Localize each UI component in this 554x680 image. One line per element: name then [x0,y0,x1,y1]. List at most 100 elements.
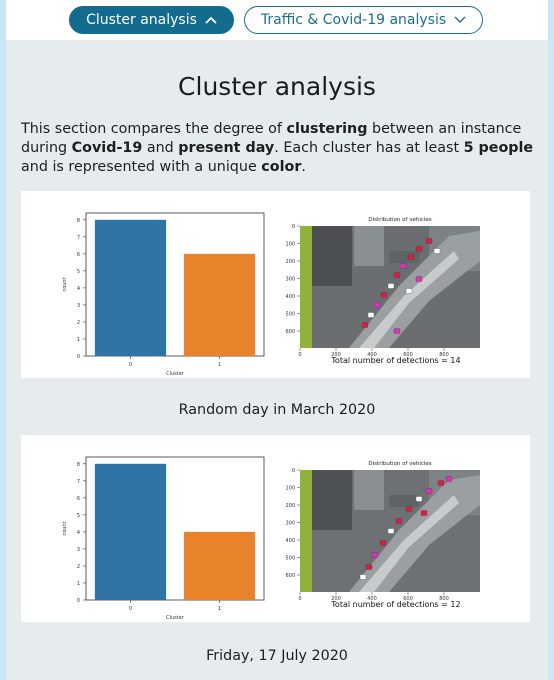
image-y-tick-label: 400 [285,538,295,544]
y-tick-label: 4 [77,286,80,292]
image-y-tick-label: 300 [285,277,295,283]
vehicle-marker [437,480,445,486]
y-tick-label: 2 [77,564,80,570]
vehicle-marker [371,552,379,558]
image-y-tick-label: 100 [285,242,295,248]
image-y-axis: 0 100 200 300 400 500 600 [285,224,300,335]
vehicle-marker [365,564,373,570]
y-tick-label: 5 [77,269,80,275]
y-tick-label: 7 [77,479,80,485]
image-x-tick-label: 600 [403,352,413,358]
image-y-tick-label: 500 [285,556,295,562]
x-axis-label: Cluster [166,371,185,377]
vehicle-marker [415,496,423,502]
y-tick-label: 7 [77,235,80,241]
cluster-bar-chart: 0 1 2 3 4 5 6 7 8 0 1 Cluster count [62,212,265,377]
vehicle-marker [373,302,381,308]
image-y-tick-label: 600 [285,329,295,335]
vehicle-marker [395,518,403,524]
vehicle-marker [380,292,388,298]
section-title: Cluster analysis [178,72,376,101]
vehicle-marker [415,276,423,282]
vehicle-marker [407,254,415,260]
image-x-tick-label: 200 [331,596,341,602]
tab-traffic-covid-analysis[interactable]: Traffic & Covid-19 analysis [244,6,483,34]
bar-cluster-1 [183,531,256,600]
vehicle-marker [393,272,401,278]
image-x-tick-label: 400 [367,596,377,602]
y-tick-label: 0 [77,354,80,360]
vehicle-marker [415,246,423,252]
vehicle-marker [433,248,441,254]
chevron-down-icon [454,16,466,23]
y-axis-label: count [62,277,68,291]
image-x-tick-label: 400 [367,352,377,358]
chevron-up-icon [205,16,217,24]
image-y-tick-label: 100 [285,486,295,492]
vehicle-marker [425,238,433,244]
image-title: Distribution of vehicles [368,217,431,223]
vehicle-marker [420,510,428,516]
section-description: This section compares the degree of clus… [21,121,534,175]
image-y-tick-label: 600 [285,573,295,579]
figure-caption-july: Friday, 17 July 2020 [206,648,348,664]
tab-cluster-analysis[interactable]: Cluster analysis [69,6,234,34]
figure-caption-march: Random day in March 2020 [178,402,376,418]
x-tick-label: 0 [129,362,132,368]
image-x-tick-label: 800 [439,352,449,358]
image-y-tick-label: 500 [285,312,295,318]
image-title: Distribution of vehicles [368,461,431,467]
tab-cluster-analysis-label: Cluster analysis [86,12,197,28]
vehicle-marker [393,328,401,334]
y-tick-label: 2 [77,320,80,326]
vehicle-marker [445,476,453,482]
x-tick-label: 0 [129,606,132,612]
y-tick-label: 3 [77,547,80,553]
x-tick-label: 1 [218,362,221,368]
detections-label: Total number of detections = 14 [330,356,460,365]
left-border [0,0,6,680]
detections-label: Total number of detections = 12 [330,600,460,609]
image-x-tick-label: 200 [331,352,341,358]
vehicle-marker [387,283,395,289]
y-tick-label: 3 [77,303,80,309]
traffic-image-panel: Distribution of vehicles 0 100 200 300 400 50… [285,217,480,365]
y-tick-label: 8 [77,218,80,224]
image-y-axis: 0 100 200 300 400 500 600 [285,468,300,579]
vehicle-marker [387,528,395,534]
vehicle-marker [399,263,407,269]
vehicle-marker [361,322,369,328]
y-tick-label: 4 [77,530,80,536]
y-tick-label: 5 [77,513,80,519]
bar-cluster-0 [94,463,167,600]
y-tick-label: 1 [77,581,80,587]
figure-march-2020: 0 1 2 3 4 5 6 7 8 0 1 Cluster count Distribution of … [21,191,530,378]
vehicle-marker [379,540,387,546]
vehicle-marker [367,312,375,318]
image-x-axis: 0 200 400 600 800 [298,592,449,602]
y-tick-label: 8 [77,462,80,468]
image-y-tick-label: 300 [285,521,295,527]
image-x-tick-label: 0 [298,352,301,358]
image-x-tick-label: 0 [298,596,301,602]
y-tick-label: 6 [77,252,80,258]
image-y-tick-label: 400 [285,294,295,300]
bar-cluster-1 [183,253,256,356]
image-y-tick-label: 0 [292,224,295,230]
image-x-tick-label: 800 [439,596,449,602]
vehicle-marker [405,288,413,294]
x-tick-label: 1 [218,606,221,612]
image-y-tick-label: 0 [292,468,295,474]
y-axis-label: count [62,521,68,535]
cluster-bar-chart: 0 1 2 3 4 5 6 7 8 0 1 Cluster count [62,456,265,621]
vehicle-marker [405,506,413,512]
right-border [548,0,554,680]
traffic-image-panel: Distribution of vehicles 0 100 200 300 400 50… [285,461,480,609]
figure-july-2020: 0 1 2 3 4 5 6 7 8 0 1 Cluster count Distribution of … [21,435,530,622]
image-y-tick-label: 200 [285,503,295,509]
y-tick-label: 6 [77,496,80,502]
y-tick-label: 1 [77,337,80,343]
vehicle-marker [359,574,367,580]
image-y-tick-label: 200 [285,259,295,265]
image-x-tick-label: 600 [403,596,413,602]
